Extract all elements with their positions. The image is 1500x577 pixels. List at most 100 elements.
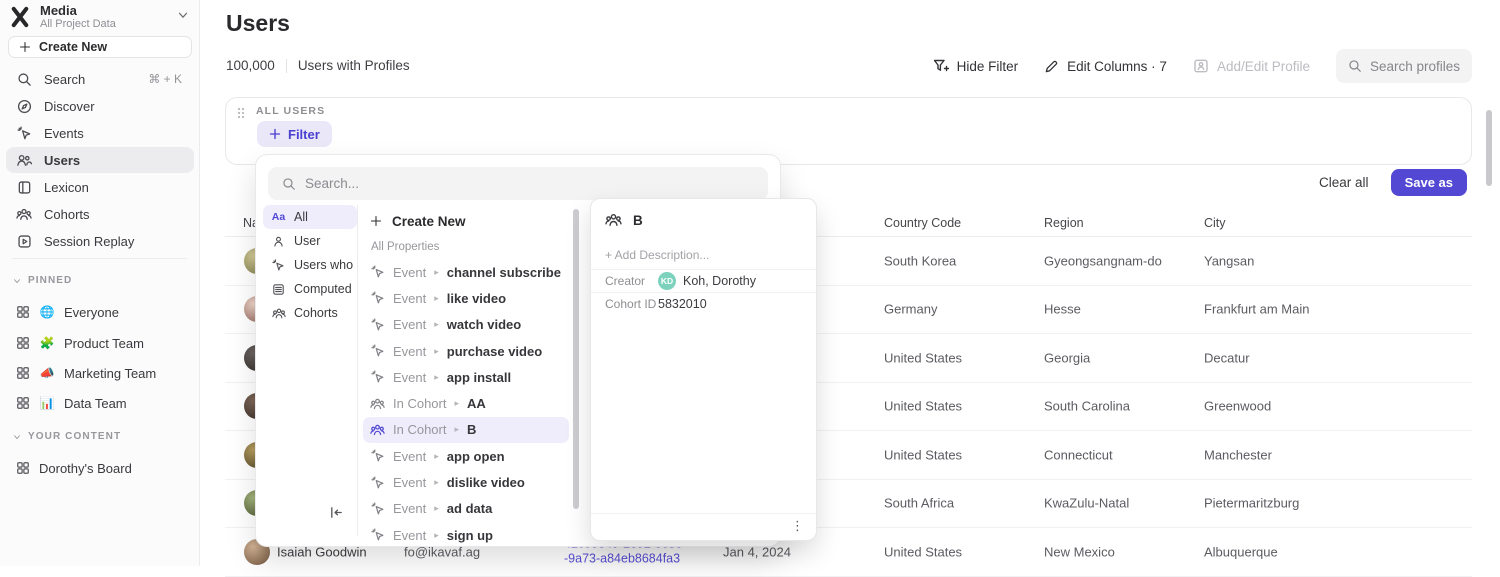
edit-columns-button[interactable]: Edit Columns · 7 bbox=[1044, 59, 1167, 74]
property-item[interactable]: Event▸like video bbox=[363, 285, 569, 311]
megaphone-emoji-icon: 📣 bbox=[39, 366, 55, 380]
profile-count: 100,000 bbox=[226, 58, 275, 73]
sidebar-item-search[interactable]: Search ⌘ + K bbox=[6, 66, 194, 92]
creator-row: Creator KD Koh, Dorothy bbox=[605, 270, 806, 292]
chevron-right-icon: ▸ bbox=[434, 346, 439, 357]
page-title: Users bbox=[226, 10, 290, 37]
event-sparkle-icon bbox=[370, 370, 385, 384]
all-properties-label: All Properties bbox=[363, 235, 569, 259]
chevron-right-icon: ▸ bbox=[434, 530, 439, 541]
sidebar-item-lexicon[interactable]: Lexicon bbox=[6, 174, 194, 200]
sidebar-board-everyone[interactable]: 🌐 Everyone bbox=[6, 299, 194, 325]
property-item[interactable]: Event▸app open bbox=[363, 443, 569, 469]
add-edit-profile-button[interactable]: Add/Edit Profile bbox=[1193, 58, 1310, 74]
event-sparkle-icon bbox=[370, 344, 385, 358]
search-profiles-input[interactable]: Search profiles bbox=[1336, 49, 1472, 83]
profile-badge-icon bbox=[1193, 58, 1209, 74]
profile-count-label[interactable]: Users with Profiles bbox=[298, 58, 410, 73]
property-item[interactable]: Event▸dislike video bbox=[363, 469, 569, 495]
sidebar-item-events[interactable]: Events bbox=[6, 120, 194, 146]
plus-icon bbox=[269, 128, 281, 140]
cohort-id-value: 5832010 bbox=[658, 297, 707, 311]
all-users-label: ALL USERS bbox=[256, 105, 325, 117]
column-header-region[interactable]: Region bbox=[1044, 216, 1084, 230]
chevron-right-icon: ▸ bbox=[434, 267, 439, 278]
add-filter-button[interactable]: Filter bbox=[257, 121, 332, 147]
create-new-button[interactable]: Create New bbox=[8, 36, 192, 58]
clear-all-button[interactable]: Clear all bbox=[1319, 175, 1369, 190]
chevron-right-icon: ▸ bbox=[434, 451, 439, 462]
toolbar: Hide Filter Edit Columns · 7 Add/Edit Pr… bbox=[933, 49, 1472, 83]
your-content-section-header[interactable]: YOUR CONTENT bbox=[12, 431, 121, 442]
column-header-city[interactable]: City bbox=[1204, 216, 1226, 230]
divider bbox=[357, 205, 358, 536]
sidebar-item-cohorts[interactable]: Cohorts bbox=[6, 201, 194, 227]
event-sparkle-icon bbox=[370, 449, 385, 463]
dropdown-nav-computed[interactable]: Computed bbox=[263, 277, 357, 301]
compass-icon bbox=[16, 99, 32, 114]
workspace-switcher[interactable]: Media All Project Data bbox=[10, 3, 192, 33]
users-icon bbox=[16, 153, 32, 168]
dropdown-nav-cohorts[interactable]: Cohorts bbox=[263, 301, 357, 325]
event-sparkle-icon bbox=[370, 318, 385, 332]
play-square-icon bbox=[16, 234, 32, 249]
funnel-plus-icon bbox=[933, 58, 949, 74]
property-item[interactable]: Event▸purchase video bbox=[363, 338, 569, 364]
sidebar-item-session-replay[interactable]: Session Replay bbox=[6, 228, 194, 254]
sidebar-board-data-team[interactable]: 📊 Data Team bbox=[6, 390, 194, 416]
cohorts-icon bbox=[16, 207, 32, 222]
column-header-country-code[interactable]: Country Code bbox=[884, 216, 961, 230]
creator-label: Creator bbox=[605, 274, 658, 288]
creator-avatar: KD bbox=[658, 272, 676, 290]
sidebar-board-dorothys-board[interactable]: Dorothy's Board bbox=[6, 455, 194, 481]
property-item[interactable]: In Cohort▸AA bbox=[363, 390, 569, 416]
event-sparkle-icon bbox=[370, 291, 385, 305]
cohorts-icon bbox=[271, 307, 286, 320]
chevron-right-icon: ▸ bbox=[454, 398, 459, 409]
dropdown-scrollbar[interactable] bbox=[573, 209, 579, 509]
dropdown-type-nav: Aa All User Users who di... Computed Coh… bbox=[263, 205, 357, 325]
more-options-icon[interactable]: ⋮ bbox=[791, 519, 804, 532]
board-grid-icon bbox=[16, 336, 30, 350]
sidebar-item-discover[interactable]: Discover bbox=[6, 93, 194, 119]
board-grid-icon bbox=[16, 461, 30, 475]
cohort-icon bbox=[370, 423, 385, 437]
sidebar-item-users[interactable]: Users bbox=[6, 147, 194, 173]
pinned-section-header[interactable]: PINNED bbox=[12, 275, 72, 286]
computed-table-icon bbox=[271, 283, 286, 296]
dropdown-nav-all[interactable]: Aa All bbox=[263, 205, 357, 229]
drag-handle-icon[interactable] bbox=[237, 107, 245, 119]
sidebar-board-product-team[interactable]: 🧩 Product Team bbox=[6, 330, 194, 356]
hide-filter-button[interactable]: Hide Filter bbox=[933, 58, 1019, 74]
chevron-right-icon: ▸ bbox=[434, 477, 439, 488]
search-shortcut: ⌘ + K bbox=[148, 72, 182, 86]
add-description-link[interactable]: + Add Description... bbox=[605, 248, 709, 262]
board-grid-icon bbox=[16, 366, 30, 380]
cohort-preview-card: B + Add Description... Creator KD Koh, D… bbox=[590, 198, 817, 541]
collapse-panel-icon[interactable] bbox=[329, 505, 344, 520]
property-item[interactable]: Event▸ad data bbox=[363, 496, 569, 522]
aa-text-icon: Aa bbox=[271, 211, 286, 223]
puzzle-emoji-icon: 🧩 bbox=[39, 336, 55, 350]
dropdown-nav-users-who-did[interactable]: Users who di... bbox=[263, 253, 357, 277]
property-item[interactable]: Event▸watch video bbox=[363, 312, 569, 338]
board-grid-icon bbox=[16, 396, 30, 410]
chevron-down-icon bbox=[12, 276, 22, 286]
sidebar-board-marketing-team[interactable]: 📣 Marketing Team bbox=[6, 360, 194, 386]
dropdown-search-placeholder: Search... bbox=[305, 176, 359, 191]
book-icon bbox=[16, 180, 32, 195]
cohort-name: B bbox=[633, 213, 643, 228]
property-item[interactable]: Event▸app install bbox=[363, 364, 569, 390]
property-item-selected[interactable]: In Cohort▸B bbox=[363, 417, 569, 443]
sidebar-divider bbox=[12, 258, 187, 259]
chevron-right-icon: ▸ bbox=[434, 293, 439, 304]
dropdown-search-input[interactable]: Search... bbox=[268, 167, 768, 200]
table-scrollbar[interactable] bbox=[1486, 110, 1492, 186]
cohort-icon bbox=[370, 397, 385, 411]
property-item[interactable]: Event▸sign up bbox=[363, 522, 569, 548]
property-item[interactable]: Event▸channel subscribe bbox=[363, 259, 569, 285]
dropdown-create-new[interactable]: Create New bbox=[363, 207, 569, 235]
dropdown-nav-user[interactable]: User bbox=[263, 229, 357, 253]
search-icon bbox=[282, 177, 296, 191]
save-as-button[interactable]: Save as bbox=[1391, 169, 1467, 196]
